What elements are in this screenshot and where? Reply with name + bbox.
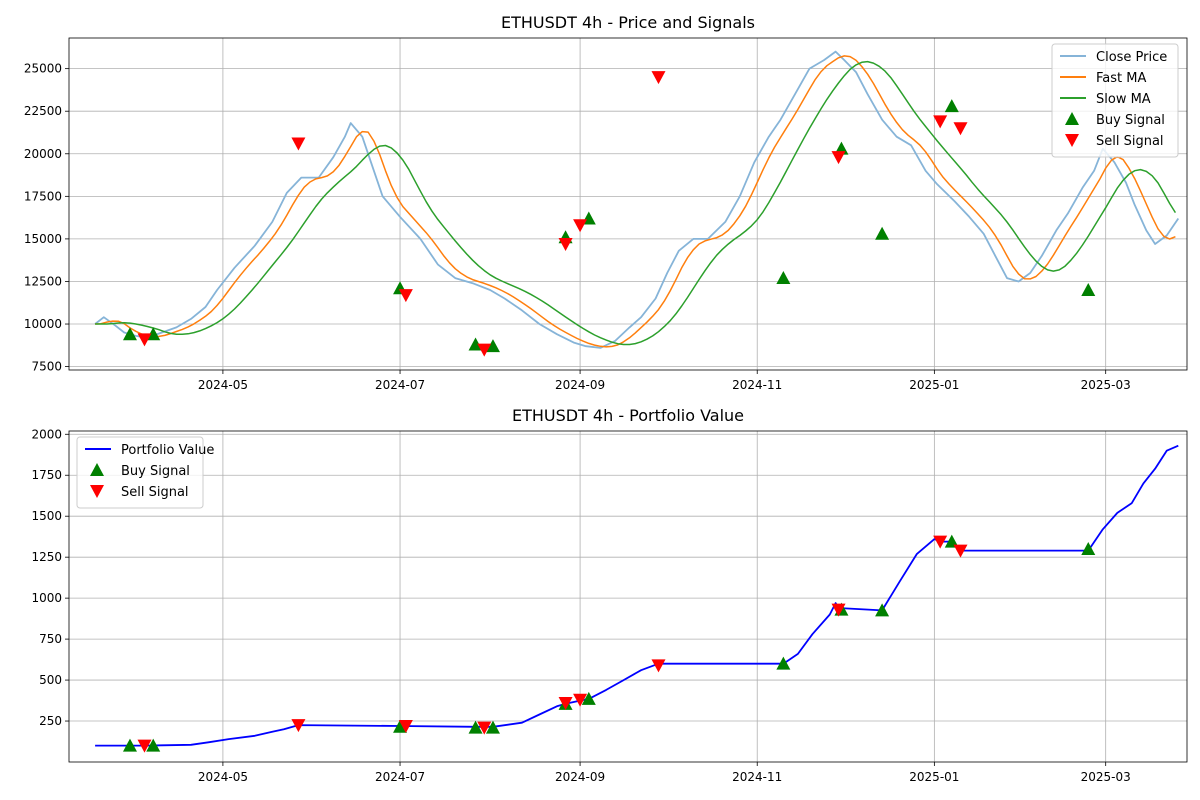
chart-title: ETHUSDT 4h - Portfolio Value — [512, 406, 744, 425]
x-tick-label: 2025-01 — [909, 770, 959, 784]
slow-ma-line — [95, 60, 1177, 346]
plot-frame — [68, 37, 1188, 371]
x-tick-label: 2025-03 — [1081, 770, 1131, 784]
sell-signal-marker — [831, 603, 846, 617]
legend-box — [76, 436, 204, 509]
sell-signal-marker — [137, 739, 152, 753]
y-tick-label: 500 — [39, 673, 62, 687]
legend-swatch-buy-signal — [1065, 112, 1079, 125]
legend-box — [1051, 43, 1179, 158]
legend-label-close-price: Close Price — [1096, 50, 1167, 65]
x-tick-label: 2025-01 — [909, 378, 959, 392]
x-tick-label: 2024-11 — [732, 770, 782, 784]
y-tick-label: 20000 — [24, 147, 62, 161]
buy-signal-marker — [146, 327, 161, 341]
portfolio-value-line — [95, 444, 1179, 747]
legend-label-fast-ma: Fast MA — [1096, 71, 1146, 86]
legend: Close Price Fast MA Slow MA Buy Signal Sell … — [1051, 43, 1179, 158]
sell-signal-marker — [651, 659, 666, 673]
y-tick-label: 2000 — [31, 427, 62, 441]
buy-signal-marker — [393, 719, 408, 733]
legend-label-buy-signal: Buy Signal — [1096, 113, 1165, 128]
x-tick-label: 2024-11 — [732, 378, 782, 392]
sell-signal-marker — [558, 238, 573, 252]
buy-signal-marker — [1081, 282, 1096, 296]
sell-signal-marker — [477, 721, 492, 735]
legend-swatch-sell-signal — [90, 485, 104, 498]
buy-signal-marker — [944, 534, 959, 548]
buy-signal-marker — [485, 720, 500, 734]
legend: Portfolio Value Buy Signal Sell Signal — [76, 436, 214, 509]
sell-signal-marker — [291, 719, 306, 733]
sell-signal-marker — [651, 71, 666, 85]
chart-title: ETHUSDT 4h - Price and Signals — [501, 13, 755, 32]
buy-signal-marker — [122, 327, 137, 341]
price-chart-panel: ETHUSDT 4h - Price and Signals 2024-05 202… — [24, 13, 1188, 392]
y-tick-label: 12500 — [24, 274, 62, 288]
buy-signal-marker — [875, 226, 890, 240]
legend-label-portfolio-value: Portfolio Value — [121, 443, 214, 458]
x-tick-label: 2024-07 — [375, 770, 425, 784]
legend-label-sell-signal: Sell Signal — [121, 485, 189, 500]
y-tick-label: 22500 — [24, 104, 62, 118]
x-tick-label: 2025-03 — [1081, 378, 1131, 392]
y-tick-label: 10000 — [24, 317, 62, 331]
buy-signal-marker — [468, 720, 483, 734]
y-tick-label: 250 — [39, 714, 62, 728]
sell-signal-marker — [477, 343, 492, 357]
legend-label-slow-ma: Slow MA — [1096, 92, 1151, 107]
plot-frame — [68, 430, 1188, 763]
buy-signal-marker — [122, 738, 137, 752]
sell-signal-marker — [573, 219, 588, 233]
x-tick-label: 2024-09 — [555, 770, 605, 784]
legend-swatch-sell-signal — [1065, 134, 1079, 147]
sell-signal-marker — [933, 535, 948, 549]
y-tick-label: 25000 — [24, 62, 62, 76]
sell-signal-marker — [558, 697, 573, 711]
sell-signal-marker — [933, 115, 948, 129]
fast-ma-line — [95, 55, 1176, 348]
buy-signal-marker — [776, 271, 791, 285]
portfolio-chart-panel: ETHUSDT 4h - Portfolio Value 2024-05 2024-… — [31, 406, 1188, 784]
y-tick-label: 1000 — [31, 591, 62, 605]
sell-signal-marker — [953, 122, 968, 136]
buy-signal-marker — [146, 738, 161, 752]
close-price-line — [94, 50, 1180, 349]
legend-swatch-buy-signal — [90, 463, 104, 476]
y-tick-label: 750 — [39, 632, 62, 646]
buy-signal-marker — [875, 603, 890, 617]
y-tick-label: 1500 — [31, 509, 62, 523]
sell-signal-marker — [831, 151, 846, 165]
y-tick-label: 7500 — [31, 360, 62, 374]
y-tick-label: 1750 — [31, 468, 62, 482]
buy-signal-marker — [1081, 541, 1096, 555]
buy-signal-marker — [485, 339, 500, 353]
buy-signal-marker — [944, 99, 959, 113]
x-tick-label: 2024-07 — [375, 378, 425, 392]
x-tick-label: 2024-05 — [198, 770, 248, 784]
x-tick-label: 2024-09 — [555, 378, 605, 392]
y-tick-label: 15000 — [24, 232, 62, 246]
sell-signal-marker — [137, 333, 152, 347]
buy-signal-marker — [776, 656, 791, 670]
buy-signal-marker — [468, 337, 483, 351]
sell-signal-marker — [291, 137, 306, 151]
sell-signal-marker — [573, 693, 588, 707]
y-tick-label: 17500 — [24, 189, 62, 203]
x-tick-label: 2024-05 — [198, 378, 248, 392]
sell-signal-marker — [953, 544, 968, 558]
buy-signal-marker — [581, 691, 596, 705]
legend-label-buy-signal: Buy Signal — [121, 464, 190, 479]
legend-label-sell-signal: Sell Signal — [1096, 134, 1164, 149]
sell-signal-marker — [398, 289, 413, 303]
y-tick-label: 1250 — [31, 550, 62, 564]
sell-signal-marker — [398, 719, 413, 733]
